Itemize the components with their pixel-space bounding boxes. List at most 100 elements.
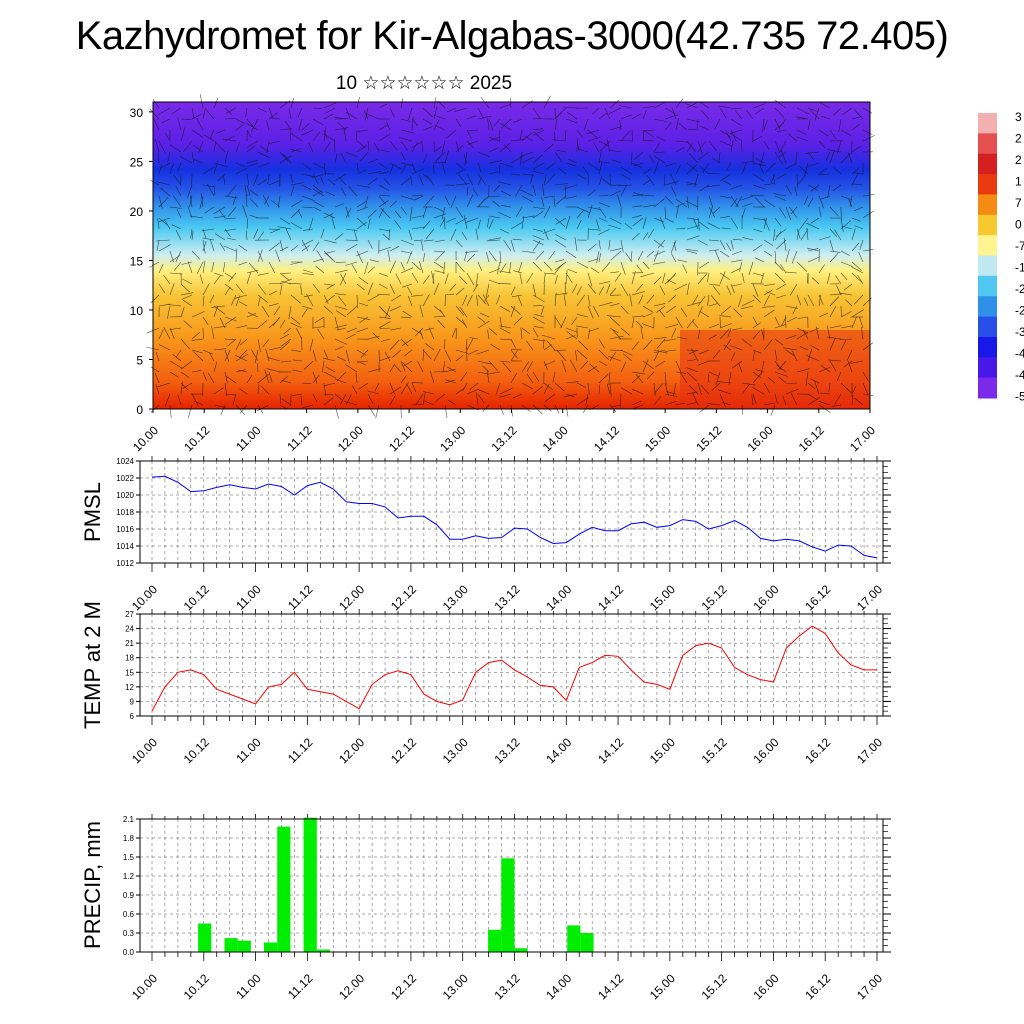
precip-bar: [198, 923, 212, 952]
x-tick-label: 13.00: [440, 735, 471, 766]
page-subtitle: 10 ☆☆☆☆☆☆ 2025: [335, 73, 513, 94]
x-tick-label: 13.12: [491, 582, 522, 613]
x-tick-label: 11.00: [233, 423, 264, 454]
y-tick-label: 6: [130, 712, 135, 721]
x-tick-label: 10.12: [181, 423, 212, 454]
x-tick-label: 13.12: [491, 735, 522, 766]
colorbar-swatch: [978, 336, 997, 358]
x-tick-label: 17.00: [847, 423, 878, 454]
x-tick-label: 12.00: [336, 971, 367, 1002]
y-tick-label: 1.8: [123, 834, 135, 843]
colorbar-swatch: [978, 255, 997, 277]
x-tick-label: 10.00: [129, 582, 160, 613]
x-tick-label: 15.00: [642, 423, 673, 454]
y-tick-label: 0.3: [123, 929, 135, 938]
x-tick-label: 15.12: [699, 971, 730, 1002]
x-tick-label: 10.00: [129, 971, 160, 1002]
colorbar-swatch: [978, 235, 997, 256]
y-tick-label: 20: [130, 205, 144, 219]
colorbar-label: 2: [1015, 131, 1022, 145]
colorbar-swatch: [978, 357, 997, 379]
precip-bar: [580, 933, 594, 952]
colorbar-swatch: [978, 113, 997, 134]
x-tick-label: 16.12: [802, 971, 833, 1002]
x-tick-label: 13.00: [440, 971, 471, 1002]
colorbar-label: -4: [1015, 368, 1024, 382]
y-axis-title: PMSL: [80, 482, 105, 542]
x-tick-label: 16.00: [750, 971, 781, 1002]
precip-bar: [501, 858, 515, 952]
y-tick-label: 1014: [116, 542, 134, 551]
y-tick-label: 15: [130, 254, 144, 268]
x-tick-label: 15.12: [693, 423, 724, 454]
y-tick-label: 0.0: [123, 948, 135, 957]
y-tick-label: 1012: [116, 559, 134, 568]
y-tick-label: 9: [130, 697, 135, 706]
x-tick-label: 11.00: [233, 971, 264, 1002]
x-tick-label: 12.12: [388, 582, 419, 613]
precip-bar: [237, 940, 251, 952]
x-tick-label: 11.00: [233, 735, 264, 766]
x-tick-label: 16.00: [750, 735, 781, 766]
x-tick-label: 14.00: [543, 582, 574, 613]
colorbar-swatch: [978, 194, 997, 216]
y-tick-label: 2.1: [123, 815, 135, 824]
colorbar-label: 7: [1015, 196, 1022, 210]
x-tick-label: 11.00: [233, 582, 264, 613]
precip-bar: [277, 826, 291, 952]
x-tick-label: 15.12: [699, 735, 730, 766]
y-tick-label: 24: [125, 625, 134, 634]
x-tick-label: 13.12: [488, 423, 519, 454]
x-tick-label: 15.00: [647, 582, 678, 613]
x-tick-label: 11.12: [284, 423, 315, 454]
x-tick-label: 14.12: [595, 582, 626, 613]
x-tick-label: 12.12: [388, 971, 419, 1002]
colorbar-swatch: [978, 275, 997, 297]
colorbar-label: -7: [1015, 239, 1024, 253]
x-tick-label: 12.12: [388, 735, 419, 766]
x-tick-label: 16.00: [750, 582, 781, 613]
y-tick-label: 18: [125, 654, 134, 663]
colorbar-swatch: [978, 377, 997, 399]
y-tick-label: 10: [130, 304, 144, 318]
precip-bar: [264, 942, 278, 952]
y-tick-label: 5: [136, 353, 143, 367]
y-tick-label: 25: [130, 155, 144, 169]
colorbar-label: 3: [1015, 110, 1022, 124]
plot-frame: [139, 818, 884, 953]
page-title: Kazhydromet for Kir-Algabas-3000(42.735 …: [75, 14, 949, 58]
x-tick-label: 12.12: [386, 423, 417, 454]
y-tick-label: 30: [130, 106, 144, 120]
x-tick-label: 16.00: [745, 423, 776, 454]
colorbar-swatch: [978, 296, 997, 318]
y-axis-title: PRECIP, mm: [80, 821, 105, 949]
pmsl-panel: 1012 1014 1016 1018 1020 1022 1024 10.00 10.12 11…: [80, 456, 891, 613]
wind-barbs: [146, 94, 875, 419]
y-tick-label: 1016: [116, 525, 134, 534]
x-tick-label: 17.00: [854, 735, 885, 766]
colorbar-label: 2: [1015, 153, 1022, 167]
x-tick-label: 10.12: [181, 582, 212, 613]
y-tick-label: 1.5: [123, 853, 135, 862]
series-line: [151, 475, 878, 559]
x-tick-label: 15.12: [699, 582, 730, 613]
y-tick-label: 0: [136, 403, 143, 417]
x-tick-label: 14.12: [595, 735, 626, 766]
x-tick-label: 12.00: [335, 423, 366, 454]
y-tick-label: 21: [125, 639, 134, 648]
y-tick-label: 1024: [116, 457, 134, 466]
x-tick-label: 14.00: [543, 735, 574, 766]
x-tick-label: 17.00: [854, 971, 885, 1002]
colorbar-swatch: [978, 214, 997, 236]
y-tick-label: 1022: [116, 474, 134, 483]
x-tick-label: 10.12: [181, 971, 212, 1002]
precip-bar: [316, 949, 330, 952]
heatmap-warm-patch: [680, 330, 870, 409]
precip-bar: [224, 938, 238, 952]
y-tick-label: 27: [125, 610, 134, 619]
x-tick-label: 10.00: [130, 423, 161, 454]
x-tick-label: 10.12: [181, 735, 212, 766]
precip-bar: [514, 948, 528, 952]
colorbar-label: 0: [1015, 217, 1022, 231]
